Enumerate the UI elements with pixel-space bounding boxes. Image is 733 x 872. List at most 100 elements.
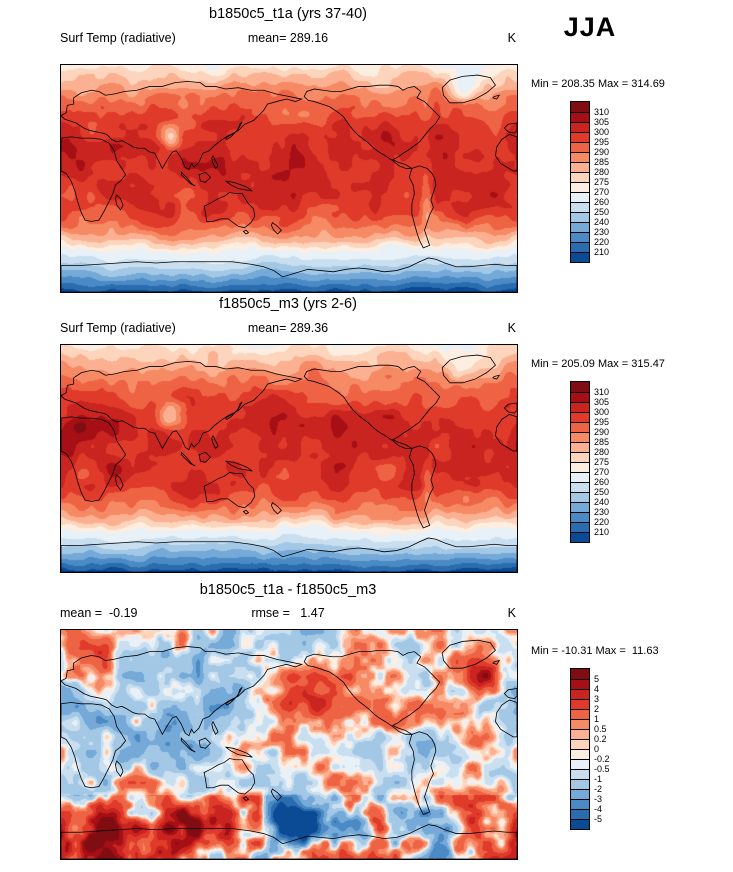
colorbar-label: 305 — [594, 117, 610, 127]
panel1-variable-label: Surf Temp (radiative) — [60, 31, 176, 45]
colorbar-cell — [571, 422, 589, 432]
panel1-units-label: K — [507, 31, 516, 45]
panel1-title: b1850c5_t1a (yrs 37-40) — [209, 6, 367, 22]
colorbar-label: 250 — [594, 487, 610, 497]
colorbar-label: 4 — [594, 684, 600, 694]
panel1-colorbar: 310 305 300 295 290 285 280 275 270 260 250 240 230 2… — [570, 101, 650, 265]
colorbar-cells — [570, 381, 590, 543]
colorbar-cell — [571, 142, 589, 152]
colorbar-label: 275 — [594, 457, 610, 467]
colorbar-label: 305 — [594, 397, 610, 407]
panel3-minmax-label: Min = -10.31 Max = 11.63 — [531, 645, 659, 657]
colorbar-cell — [571, 472, 589, 482]
colorbar-cell — [571, 102, 589, 112]
colorbar-cell — [571, 679, 589, 689]
colorbar-cell — [571, 112, 589, 122]
colorbar-label: 230 — [594, 227, 610, 237]
colorbar-label: 5 — [594, 674, 600, 684]
panel2-title: f1850c5_m3 (yrs 2-6) — [219, 296, 357, 312]
panel2-mean-label: mean= 289.36 — [247, 321, 329, 335]
colorbar-label: 300 — [594, 407, 610, 417]
colorbar-label: 1 — [594, 714, 600, 724]
panel3-colorbar: 5 4 3 2 1 0.5 0.2 0 -0.2 -0.5 -1 -2 -3 -4 -5 — [570, 668, 650, 832]
colorbar-label: 310 — [594, 107, 610, 117]
colorbar-cell — [571, 412, 589, 422]
colorbar-labels: 310 305 300 295 290 285 280 275 270 260 250 240 230 2… — [594, 102, 638, 262]
colorbar-cell — [571, 202, 589, 212]
colorbar-cell — [571, 162, 589, 172]
colorbar-cell — [571, 252, 589, 262]
colorbar-label: 260 — [594, 477, 610, 487]
colorbar-label: -0.5 — [594, 764, 610, 774]
colorbar-cell — [571, 182, 589, 192]
colorbar-label: -5 — [594, 814, 603, 824]
colorbar-label: 290 — [594, 427, 610, 437]
colorbar-cell — [571, 669, 589, 679]
colorbar-label: 290 — [594, 147, 610, 157]
colorbar-label: 220 — [594, 237, 610, 247]
colorbar-cell — [571, 512, 589, 522]
colorbar-cells — [570, 101, 590, 263]
colorbar-label: 310 — [594, 387, 610, 397]
colorbar-label: 300 — [594, 127, 610, 137]
colorbar-cell — [571, 522, 589, 532]
panel2-map — [60, 344, 518, 573]
colorbar-label: 270 — [594, 187, 610, 197]
colorbar-cell — [571, 152, 589, 162]
season-label: JJA — [563, 12, 617, 42]
panel3-map — [60, 629, 518, 860]
colorbar-cell — [571, 532, 589, 542]
colorbar-label: 230 — [594, 507, 610, 517]
colorbar-label: 210 — [594, 247, 610, 257]
colorbar-cell — [571, 482, 589, 492]
panel2-minmax-label: Min = 205.09 Max = 315.47 — [531, 358, 665, 370]
panel1-map — [60, 64, 518, 293]
colorbar-cell — [571, 789, 589, 799]
colorbar-label: 280 — [594, 167, 610, 177]
colorbar-cells — [570, 668, 590, 830]
colorbar-label: -2 — [594, 784, 603, 794]
colorbar-cell — [571, 799, 589, 809]
colorbar-cell — [571, 492, 589, 502]
panel3-rmse-label: rmse = 1.47 — [251, 606, 325, 620]
panel3-mean-label: mean = -0.19 — [60, 606, 138, 620]
colorbar-cell — [571, 382, 589, 392]
colorbar-labels: 5 4 3 2 1 0.5 0.2 0 -0.2 -0.5 -1 -2 -3 -4 -5 — [594, 669, 638, 829]
colorbar-cell — [571, 212, 589, 222]
colorbar-label: 2 — [594, 704, 600, 714]
map-canvas-1 — [61, 65, 517, 292]
panel2-variable-label: Surf Temp (radiative) — [60, 321, 176, 335]
panel3-title: b1850c5_t1a - f1850c5_m3 — [199, 582, 377, 598]
colorbar-label: 275 — [594, 177, 610, 187]
colorbar-cell — [571, 222, 589, 232]
colorbar-cell — [571, 242, 589, 252]
map-canvas-3 — [61, 630, 517, 859]
panel1-minmax-label: Min = 208.35 Max = 314.69 — [531, 78, 665, 90]
colorbar-label: 3 — [594, 694, 600, 704]
colorbar-label: -1 — [594, 774, 603, 784]
colorbar-cell — [571, 779, 589, 789]
colorbar-cell — [571, 729, 589, 739]
colorbar-label: 285 — [594, 437, 610, 447]
colorbar-label: 0 — [594, 744, 600, 754]
colorbar-cell — [571, 709, 589, 719]
colorbar-cell — [571, 452, 589, 462]
colorbar-cell — [571, 192, 589, 202]
colorbar-cell — [571, 749, 589, 759]
colorbar-cell — [571, 232, 589, 242]
colorbar-cell — [571, 769, 589, 779]
colorbar-cell — [571, 132, 589, 142]
colorbar-label: 0.5 — [594, 724, 607, 734]
colorbar-cell — [571, 392, 589, 402]
colorbar-label: 240 — [594, 217, 610, 227]
colorbar-cell — [571, 759, 589, 769]
colorbar-cell — [571, 819, 589, 829]
colorbar-label: 270 — [594, 467, 610, 477]
colorbar-label: 285 — [594, 157, 610, 167]
panel2-units-label: K — [507, 321, 516, 335]
colorbar-cell — [571, 442, 589, 452]
colorbar-label: 220 — [594, 517, 610, 527]
colorbar-cell — [571, 719, 589, 729]
panel2-colorbar: 310 305 300 295 290 285 280 275 270 260 250 240 230 2… — [570, 381, 650, 545]
colorbar-labels: 310 305 300 295 290 285 280 275 270 260 250 240 230 2… — [594, 382, 638, 542]
